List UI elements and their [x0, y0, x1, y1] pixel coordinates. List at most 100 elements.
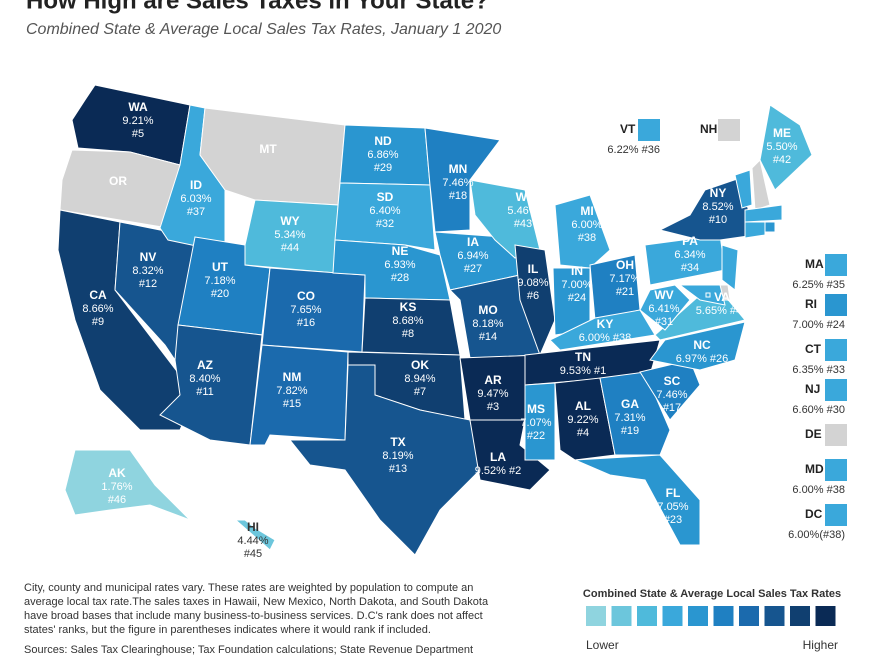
state-rate: 7.17% — [609, 273, 640, 285]
state-shape — [764, 221, 776, 233]
state-rate: 7.46% — [442, 177, 473, 189]
state-abbr: NM — [283, 370, 302, 384]
state-abbr: AL — [575, 399, 591, 413]
state-abbr: KY — [597, 317, 614, 331]
state-abbr: WY — [280, 214, 299, 228]
state-abbr: NV — [140, 250, 157, 264]
state-abbr: TX — [390, 435, 405, 449]
callout-swatch — [638, 119, 660, 141]
state-abbr: CO — [297, 289, 315, 303]
state-abbr: ME — [773, 126, 791, 140]
state-abbr: AR — [484, 373, 502, 387]
state-rate: 7.00% — [561, 279, 592, 291]
state-abbr: OR — [109, 174, 127, 188]
callout-swatch — [825, 294, 847, 316]
state-rate: 8.19% — [382, 450, 413, 462]
state-shape — [721, 244, 739, 291]
state-rate: 6.00% — [571, 219, 602, 231]
state-rate: #20 — [211, 288, 229, 300]
state-rate: 9.22% — [567, 414, 598, 426]
state-shape — [514, 244, 556, 357]
state-rate: #46 — [108, 494, 126, 506]
state-rate: 9.47% — [477, 388, 508, 400]
state-shape — [424, 127, 501, 233]
state-rate: 8.40% — [189, 373, 220, 385]
state-abbr: MI — [580, 204, 593, 218]
state-rate: #16 — [297, 317, 315, 329]
state-abbr: IL — [528, 262, 539, 276]
state-rate: 6.97% #26 — [676, 353, 729, 365]
state-abbr: CA — [89, 288, 107, 302]
callout-rate: 6.25% #35 — [792, 279, 845, 291]
state-rate: 6.40% — [369, 205, 400, 217]
legend-swatch — [637, 606, 657, 626]
state-rate: #5 — [132, 128, 144, 140]
state-rate: 5.46% — [507, 205, 538, 217]
state-rate: #14 — [479, 331, 497, 343]
state-rate: 6.00% #38 — [579, 332, 632, 344]
state-abbr: SD — [377, 190, 394, 204]
state-shape — [159, 324, 263, 446]
footnote: average local tax rate.The sales taxes i… — [24, 596, 489, 608]
state-rate: #9 — [92, 316, 104, 328]
state-abbr: IA — [467, 235, 479, 249]
state-rate: #24 — [568, 292, 586, 304]
state-rate: 8.52% — [702, 201, 733, 213]
state-rate: #43 — [514, 218, 532, 230]
callout-rate: 7.00% #24 — [792, 319, 845, 331]
state-rate: 6.34% — [674, 249, 705, 261]
state-rate: #3 — [487, 401, 499, 413]
callout-swatch — [718, 119, 740, 141]
state-rate: #45 — [244, 548, 262, 560]
state-abbr: OK — [411, 358, 429, 372]
state-rate: 4.44% — [237, 535, 268, 547]
state-abbr: FL — [666, 486, 681, 500]
callout-rate: 6.22% #36 — [607, 144, 660, 156]
state-abbr: NE — [392, 244, 409, 258]
legend-swatch — [739, 606, 759, 626]
state-rate: #7 — [414, 386, 426, 398]
state-rate: 6.86% — [367, 149, 398, 161]
state-rate: #6 — [527, 290, 539, 302]
state-rate: 7.46% — [656, 389, 687, 401]
state-abbr: MT — [259, 142, 277, 156]
state-abbr: NC — [693, 338, 711, 352]
footnote: have broad bases that include many busin… — [24, 610, 483, 622]
state-rate: #11 — [196, 386, 214, 398]
state-rate: #42 — [773, 154, 791, 166]
state-shape — [524, 382, 556, 461]
callout-abbr: NH — [700, 122, 717, 136]
state-shape — [678, 284, 726, 306]
footnote: states' ranks, but the figure in parenth… — [24, 624, 431, 636]
state-rate: #8 — [402, 328, 414, 340]
legend-swatch — [790, 606, 810, 626]
legend-low: Lower — [586, 638, 619, 652]
legend-swatch — [688, 606, 708, 626]
state-shape — [469, 179, 541, 259]
state-shape — [554, 194, 611, 269]
state-rate: #32 — [376, 218, 394, 230]
title: How High are Sales Taxes in Your State? — [26, 0, 489, 14]
callout-swatch — [825, 424, 847, 446]
state-rate: #23 — [664, 514, 682, 526]
state-abbr: ND — [374, 134, 392, 148]
state-rate: #22 — [527, 430, 545, 442]
state-abbr: VA — [714, 290, 730, 304]
state-rate: 7.18% — [204, 275, 235, 287]
state-rate: 9.08% — [517, 277, 548, 289]
legend-swatch — [586, 606, 606, 626]
state-rate: #13 — [389, 463, 407, 475]
state-shape — [229, 514, 276, 551]
callout-swatch — [825, 379, 847, 401]
state-shape — [744, 204, 783, 223]
state-rate: #21 — [616, 286, 634, 298]
legend-title: Combined State & Average Local Sales Tax… — [583, 588, 841, 600]
state-rate: 7.65% — [290, 304, 321, 316]
state-rate: 8.94% — [404, 373, 435, 385]
state-rate: #19 — [621, 425, 639, 437]
legend-swatch — [611, 606, 632, 626]
state-rate: 5.65% #41 — [696, 305, 749, 317]
state-abbr: AZ — [197, 358, 213, 372]
callout-swatch — [825, 254, 847, 276]
